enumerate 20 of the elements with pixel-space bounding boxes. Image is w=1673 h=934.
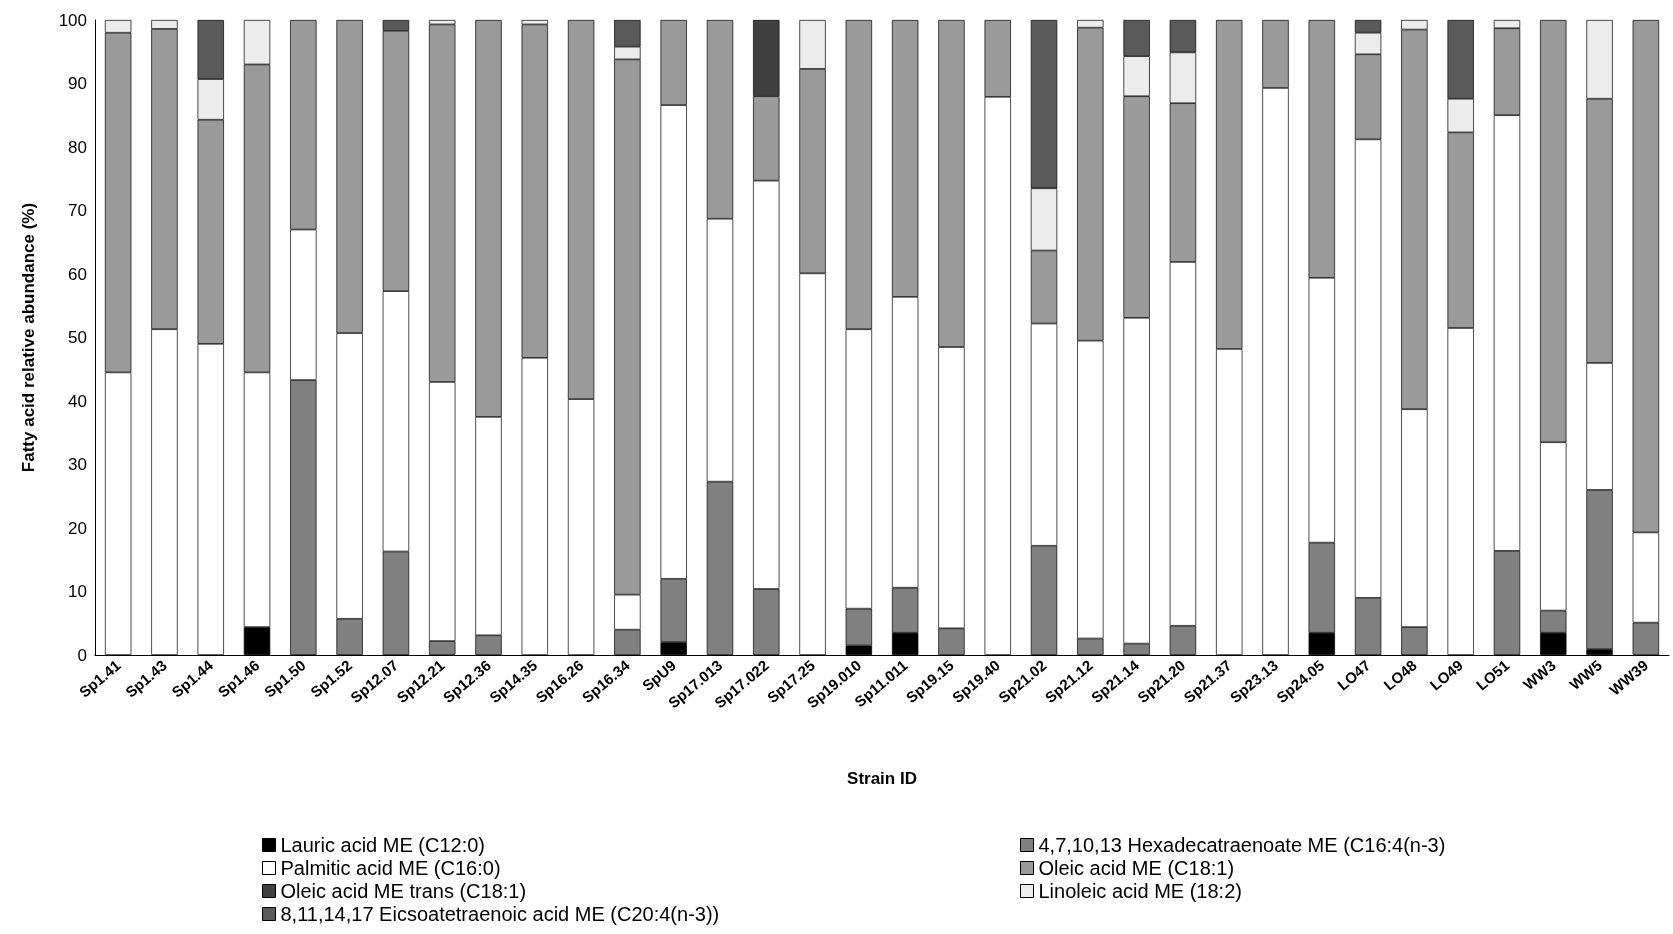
y-tick-label: 50: [68, 328, 87, 347]
legend-label: Palmitic acid ME (C16:0): [280, 857, 501, 879]
y-tick-label: 70: [68, 201, 87, 220]
legend-label: Oleic acid ME (C18:1): [1038, 857, 1235, 879]
legend-label: Oleic acid ME trans (C18:1): [280, 880, 527, 902]
legend-label: 4,7,10,13 Hexadecatraenoate ME (C16:4(n-3): [1038, 834, 1446, 856]
legend-label: 8,11,14,17 Eicsoatetraenoic acid ME (C20:4(n-3)): [280, 903, 720, 925]
legend-label: Lauric acid ME (C12:0): [280, 834, 486, 856]
y-tick-label: 0: [77, 645, 87, 665]
y-tick-label: 20: [68, 518, 87, 538]
y-tick-label: 100: [58, 10, 87, 30]
y-tick-label: 40: [68, 391, 87, 411]
legend-label: Linoleic acid ME (18:2): [1038, 880, 1242, 902]
y-tick-label: 10: [68, 582, 87, 601]
y-tick-label: 80: [68, 137, 87, 157]
y-tick-label: 30: [68, 455, 87, 474]
y-tick-label: 90: [68, 74, 87, 93]
x-axis-title: Strain ID: [847, 769, 917, 788]
y-tick-label: 60: [68, 264, 87, 284]
y-axis-title: Fatty acid relative abundance (%): [19, 202, 38, 473]
